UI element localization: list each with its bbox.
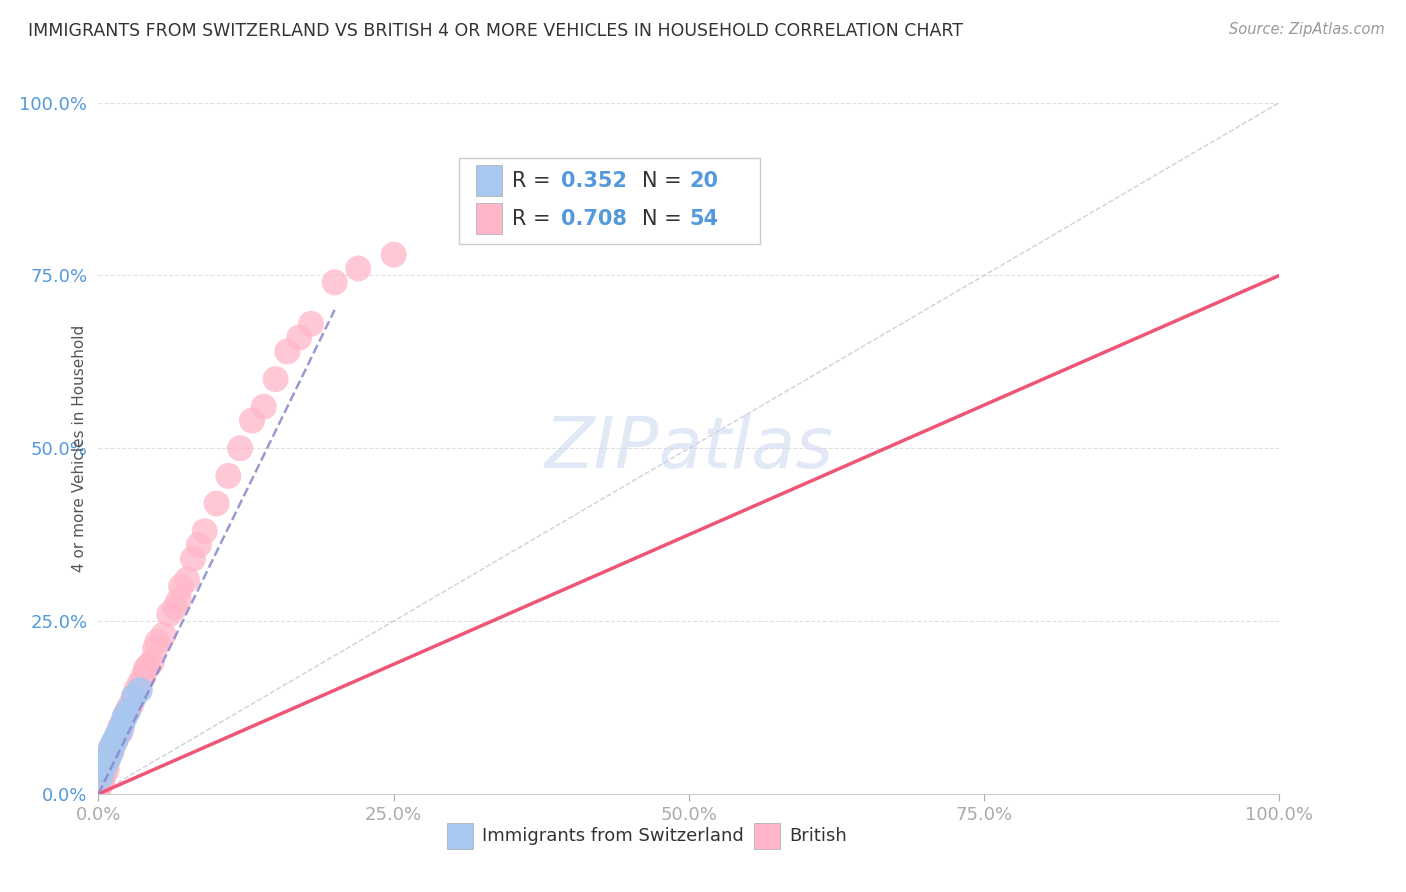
Point (323, 276, 346, 290)
Point (264, 372, 287, 386)
Point (157, 607, 180, 622)
Text: 20: 20 (689, 170, 718, 191)
Point (114, 707, 136, 722)
Point (90, 776, 112, 790)
Point (143, 641, 166, 656)
Text: British: British (789, 827, 846, 845)
Point (93, 766, 115, 780)
Text: ZIPatlas: ZIPatlas (544, 414, 834, 483)
FancyBboxPatch shape (477, 165, 502, 196)
Point (128, 676, 150, 690)
FancyBboxPatch shape (754, 823, 780, 849)
Point (110, 724, 132, 739)
Text: R =: R = (512, 209, 557, 228)
Point (135, 662, 157, 677)
Point (205, 496, 228, 510)
Point (98, 742, 121, 756)
Text: N =: N = (641, 209, 688, 228)
Point (101, 739, 124, 753)
Point (382, 248, 405, 262)
Point (187, 538, 209, 552)
Point (108, 721, 131, 735)
Text: 54: 54 (689, 209, 718, 228)
Point (229, 442, 252, 455)
Point (105, 728, 128, 742)
Point (111, 717, 134, 731)
Point (181, 551, 204, 566)
Point (194, 524, 217, 539)
Point (105, 728, 128, 742)
Text: 0.708: 0.708 (561, 209, 627, 228)
Point (122, 690, 145, 705)
Point (111, 717, 134, 731)
Point (108, 724, 131, 739)
Point (217, 469, 239, 483)
Point (240, 414, 263, 428)
Point (91, 770, 114, 784)
Point (165, 600, 187, 615)
Point (94, 759, 117, 773)
Point (347, 261, 370, 276)
Text: IMMIGRANTS FROM SWITZERLAND VS BRITISH 4 OR MORE VEHICLES IN HOUSEHOLD CORRELATI: IMMIGRANTS FROM SWITZERLAND VS BRITISH 4… (28, 22, 963, 40)
Text: 0.352: 0.352 (561, 170, 627, 191)
Point (170, 580, 193, 594)
Point (97, 752, 120, 766)
Point (105, 731, 128, 746)
Point (122, 690, 145, 705)
Point (101, 739, 124, 753)
Point (117, 704, 139, 718)
Point (97, 752, 120, 766)
Y-axis label: 4 or more Vehicles in Household: 4 or more Vehicles in Household (72, 325, 87, 572)
Point (98, 748, 121, 763)
Point (118, 700, 141, 714)
FancyBboxPatch shape (447, 823, 472, 849)
Point (136, 659, 159, 673)
Point (104, 735, 127, 749)
Point (117, 704, 139, 718)
Point (112, 711, 135, 725)
Point (253, 400, 276, 414)
Point (121, 697, 143, 711)
Text: Immigrants from Switzerland: Immigrants from Switzerland (482, 827, 744, 845)
Text: N =: N = (641, 170, 688, 191)
Point (89, 780, 111, 794)
Text: R =: R = (512, 170, 557, 191)
Point (112, 711, 135, 725)
Point (146, 635, 169, 649)
Point (91, 756, 114, 770)
FancyBboxPatch shape (477, 202, 502, 234)
Point (176, 573, 198, 587)
Text: Source: ZipAtlas.com: Source: ZipAtlas.com (1229, 22, 1385, 37)
Point (152, 628, 174, 642)
Point (90, 770, 112, 784)
Point (91, 772, 114, 788)
Point (91, 763, 114, 777)
Point (93, 759, 115, 773)
Point (128, 683, 150, 698)
Point (100, 742, 122, 756)
Point (276, 344, 298, 359)
Point (94, 754, 117, 768)
Point (288, 331, 311, 345)
Point (132, 669, 155, 683)
FancyBboxPatch shape (458, 158, 759, 244)
Point (299, 317, 322, 331)
Point (98, 746, 121, 760)
Point (96, 763, 118, 777)
Point (167, 593, 190, 607)
Point (100, 746, 122, 760)
Point (141, 656, 163, 670)
Point (125, 683, 148, 698)
Point (103, 735, 125, 749)
Point (91, 772, 114, 788)
Point (98, 748, 121, 763)
Point (105, 731, 128, 746)
Point (96, 748, 118, 763)
